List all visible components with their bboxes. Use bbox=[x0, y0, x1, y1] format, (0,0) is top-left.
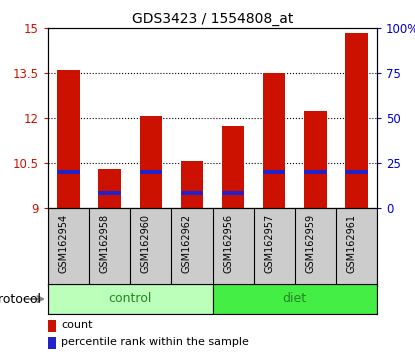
Bar bbox=[48, 337, 56, 349]
Text: GSM162956: GSM162956 bbox=[223, 214, 233, 273]
Bar bbox=[263, 73, 286, 208]
Text: diet: diet bbox=[283, 292, 307, 306]
Bar bbox=[48, 320, 56, 332]
Text: count: count bbox=[61, 320, 93, 331]
Text: control: control bbox=[109, 292, 152, 306]
Bar bbox=[304, 110, 327, 208]
Bar bbox=[222, 126, 244, 208]
Text: GSM162959: GSM162959 bbox=[305, 214, 315, 273]
Bar bbox=[345, 170, 368, 174]
Text: percentile rank within the sample: percentile rank within the sample bbox=[61, 337, 249, 348]
Bar bbox=[212, 284, 377, 314]
Title: GDS3423 / 1554808_at: GDS3423 / 1554808_at bbox=[132, 12, 293, 25]
Text: GSM162958: GSM162958 bbox=[100, 214, 110, 273]
Bar bbox=[181, 161, 203, 208]
Bar bbox=[222, 191, 244, 195]
Bar bbox=[345, 33, 368, 208]
Bar bbox=[139, 170, 162, 174]
Text: GSM162962: GSM162962 bbox=[182, 214, 192, 273]
Bar bbox=[181, 191, 203, 195]
Bar bbox=[48, 284, 212, 314]
Bar bbox=[304, 170, 327, 174]
Text: GSM162957: GSM162957 bbox=[264, 214, 274, 274]
Bar bbox=[139, 116, 162, 208]
Bar bbox=[57, 70, 80, 208]
Text: protocol: protocol bbox=[0, 292, 42, 306]
Text: GSM162960: GSM162960 bbox=[141, 214, 151, 273]
Text: GSM162961: GSM162961 bbox=[347, 214, 356, 273]
Bar bbox=[263, 170, 286, 174]
Text: GSM162954: GSM162954 bbox=[59, 214, 68, 273]
Bar bbox=[98, 191, 121, 195]
Bar bbox=[98, 169, 121, 208]
Bar bbox=[57, 170, 80, 174]
